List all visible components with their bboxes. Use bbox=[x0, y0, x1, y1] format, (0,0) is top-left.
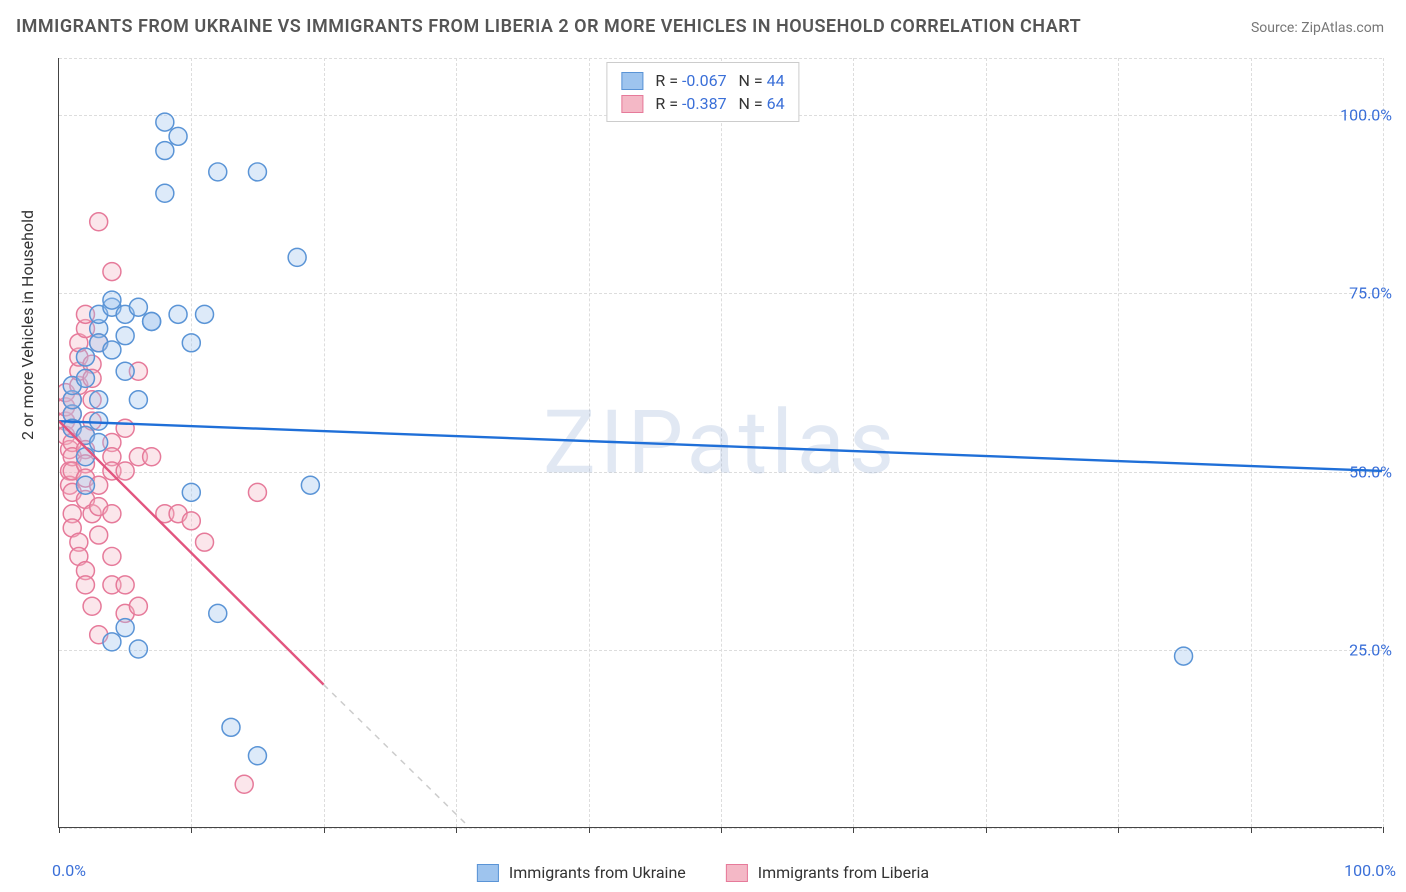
x-tick-mark bbox=[191, 827, 192, 833]
x-tick-mark bbox=[721, 827, 722, 833]
chart-svg bbox=[59, 58, 1382, 827]
legend-label: Immigrants from Liberia bbox=[758, 863, 929, 882]
legend-stats: R = -0.067 N = 44 bbox=[655, 71, 784, 90]
source-attribution: Source: ZipAtlas.com bbox=[1251, 20, 1384, 36]
x-tick-mark bbox=[986, 827, 987, 833]
x-tick-mark bbox=[59, 827, 60, 833]
x-tick-mark bbox=[1118, 827, 1119, 833]
legend-swatch bbox=[477, 864, 499, 882]
series-legend: Immigrants from Ukraine Immigrants from L… bbox=[477, 863, 929, 882]
x-tick-0: 0.0% bbox=[52, 861, 86, 880]
chart-title: IMMIGRANTS FROM UKRAINE VS IMMIGRANTS FR… bbox=[16, 16, 1081, 37]
correlation-legend: R = -0.067 N = 44 R = -0.387 N = 64 bbox=[606, 62, 799, 122]
chart-container: IMMIGRANTS FROM UKRAINE VS IMMIGRANTS FR… bbox=[0, 0, 1406, 892]
y-axis-label: 2 or more Vehicles in Household bbox=[18, 210, 37, 440]
plot-area: ZIPatlas bbox=[58, 58, 1382, 828]
x-tick-mark bbox=[1251, 827, 1252, 833]
source-label: Source: bbox=[1251, 20, 1298, 36]
legend-item: Immigrants from Liberia bbox=[726, 863, 929, 882]
legend-label: Immigrants from Ukraine bbox=[509, 863, 686, 882]
legend-row: R = -0.067 N = 44 bbox=[621, 69, 784, 92]
x-tick-mark bbox=[853, 827, 854, 833]
source-link[interactable]: ZipAtlas.com bbox=[1301, 20, 1384, 36]
legend-row: R = -0.387 N = 64 bbox=[621, 92, 784, 115]
legend-swatch bbox=[726, 864, 748, 882]
gridline-v bbox=[1383, 58, 1384, 827]
legend-swatch bbox=[621, 72, 643, 90]
x-tick-100: 100.0% bbox=[1344, 861, 1396, 880]
legend-stats: R = -0.387 N = 64 bbox=[655, 94, 784, 113]
legend-swatch bbox=[621, 95, 643, 113]
x-tick-mark bbox=[456, 827, 457, 833]
x-tick-mark bbox=[324, 827, 325, 833]
legend-item: Immigrants from Ukraine bbox=[477, 863, 686, 882]
x-tick-mark bbox=[1383, 827, 1384, 833]
x-tick-mark bbox=[589, 827, 590, 833]
